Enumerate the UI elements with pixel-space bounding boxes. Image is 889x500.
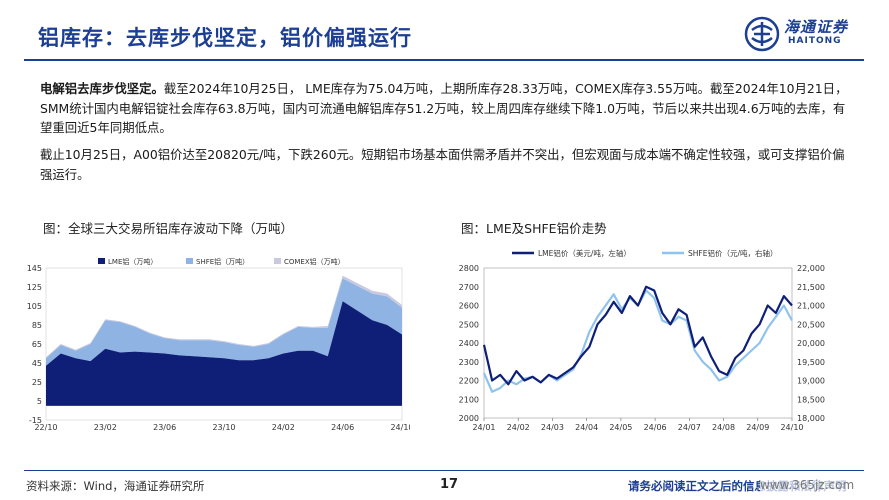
legend-swatch-2	[274, 258, 281, 264]
page-number: 17	[440, 477, 459, 492]
haitong-logo: 海通证券 HAITONG	[744, 14, 864, 56]
y-left-tick-label: 2200	[459, 377, 479, 386]
y-left-tick-label: 2800	[459, 264, 479, 273]
y-tick-label: 65	[32, 340, 42, 349]
y-tick-label: 125	[27, 283, 42, 292]
header-divider	[24, 59, 864, 61]
logo-text-cn: 海通证券	[784, 18, 849, 36]
y-left-tick-label: 2700	[459, 283, 479, 292]
y-tick-label: 85	[32, 321, 42, 330]
legend-label-2: COMEX铝（万吨）	[284, 257, 345, 266]
inventory-area-chart: -15 5 25 45 65 85 105 125 145 22/10 23/02 23/06 23/1…	[27, 257, 410, 432]
x-tick-label: 24/05	[609, 423, 632, 432]
x-tick-label: 24/01	[472, 423, 495, 432]
legend-label-0: LME铝（万吨）	[108, 257, 157, 266]
x-tick-label: 24/02	[507, 423, 530, 432]
paragraph-inventory: 电解铝去库步伐坚定。截至2024年10月25日， LME库存为75.04万吨，上…	[40, 79, 850, 138]
legend-label-1: SHFE铝价（元/吨，右轴）	[688, 248, 777, 258]
y-right-tick-label: 18,500	[797, 395, 825, 404]
watermark: www.365jz.com	[760, 478, 855, 492]
y-tick-label: -15	[29, 416, 42, 425]
y-left-tick-label: 2300	[459, 358, 479, 367]
legend-swatch-0	[98, 258, 105, 264]
x-tick-label: 23/02	[94, 423, 117, 432]
slide-header: 铝库存：去库步伐坚定，铝价偏强运行 海通证券 HAITONG	[0, 14, 889, 61]
y-tick-label: 45	[32, 359, 42, 368]
y-right-tick-label: 20,000	[797, 339, 825, 348]
y-right-tick-label: 21,000	[797, 302, 825, 311]
legend-swatch-1	[186, 258, 193, 264]
y-right-tick-label: 21,500	[797, 283, 825, 292]
area-series-2	[46, 275, 402, 359]
y-right-tick-label: 19,000	[797, 377, 825, 386]
x-tick-label: 24/10	[390, 423, 410, 432]
y-tick-label: 25	[32, 378, 42, 387]
y-tick-label: 105	[27, 302, 42, 311]
right-figure-caption: 图：LME及SHFE铝价走势	[461, 221, 607, 236]
paragraph-price: 截止10月25日，A00铝价达至20820元/吨，下跌260元。短期铝市场基本面…	[40, 147, 845, 182]
y-right-tick-label: 20,500	[797, 320, 825, 329]
price-line-chart: 2000 2100 2200 2300 2400 2500 2600 2700 2800 18,0…	[459, 248, 825, 432]
page-title: 铝库存：去库步伐坚定，铝价偏强运行	[38, 26, 412, 50]
x-tick-label: 24/09	[746, 423, 769, 432]
paragraph-inventory-text: 截至2024年10月25日， LME库存为75.04万吨，上期所库存28.33万…	[40, 81, 848, 135]
footer-divider	[24, 470, 864, 471]
left-figure-caption: 图：全球三大交易所铝库存波动下降（万吨）	[43, 221, 294, 236]
x-tick-label: 23/10	[212, 423, 235, 432]
y-left-tick-label: 2400	[459, 339, 479, 348]
y-left-tick-label: 2100	[459, 395, 479, 404]
line-series-0	[482, 285, 793, 386]
y-left-tick-label: 2000	[459, 414, 479, 423]
legend-label-1: SHFE铝（万吨）	[196, 257, 249, 266]
y-right-tick-label: 22,000	[797, 264, 825, 273]
haitong-logo-icon	[744, 16, 780, 52]
x-tick-label: 24/10	[780, 423, 803, 432]
plot-area	[483, 267, 793, 419]
x-tick-label: 24/07	[678, 423, 701, 432]
source-note: 资料来源：Wind，海通证券研究所	[26, 479, 205, 493]
x-tick-label: 24/02	[272, 423, 295, 432]
area-series-0	[46, 301, 402, 406]
x-tick-label: 22/10	[34, 423, 57, 432]
legend-label-0: LME铝价（美元/吨，左轴）	[538, 248, 631, 258]
y-right-tick-label: 18,000	[797, 414, 825, 423]
x-tick-label: 24/04	[575, 423, 598, 432]
x-tick-label: 24/06	[644, 423, 667, 432]
x-tick-label: 24/08	[712, 423, 735, 432]
x-tick-label: 23/06	[153, 423, 176, 432]
paragraph-lead: 电解铝去库步伐坚定。	[40, 81, 164, 96]
area-series-1	[46, 278, 402, 366]
x-tick-label: 24/06	[331, 423, 354, 432]
y-right-tick-label: 19,500	[797, 358, 825, 367]
y-left-tick-label: 2600	[459, 302, 479, 311]
logo-text-en: HAITONG	[788, 36, 842, 46]
x-tick-label: 24/03	[541, 423, 564, 432]
y-tick-label: 145	[27, 264, 42, 273]
y-left-tick-label: 2500	[459, 320, 479, 329]
y-tick-label: 5	[37, 397, 42, 406]
